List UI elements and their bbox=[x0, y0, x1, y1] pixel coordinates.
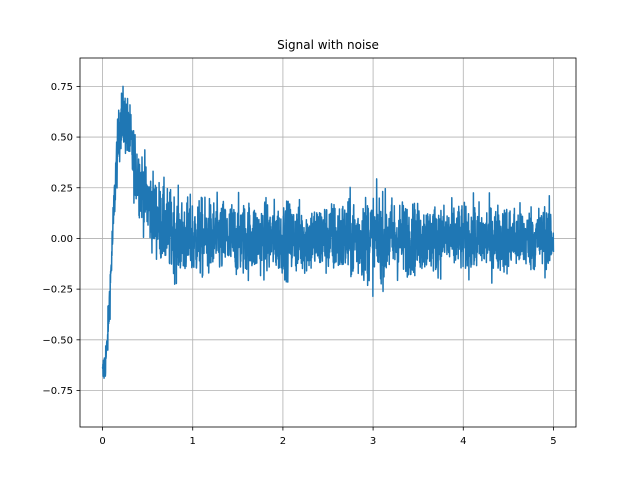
x-tick-label: 2 bbox=[280, 436, 286, 447]
y-tick-label: −0.25 bbox=[42, 285, 73, 296]
y-axis: −0.75 −0.50 −0.25 0.00 0.25 0.50 0.75 bbox=[42, 82, 80, 397]
y-tick-label: −0.75 bbox=[42, 386, 73, 397]
plot-area bbox=[101, 85, 555, 379]
y-tick-label: 0.50 bbox=[51, 133, 73, 144]
y-tick-label: 0.25 bbox=[51, 183, 73, 194]
x-tick-label: 5 bbox=[550, 436, 556, 447]
y-tick-label: −0.50 bbox=[42, 335, 73, 346]
x-tick-label: 0 bbox=[99, 436, 105, 447]
signal-line bbox=[101, 85, 555, 379]
axes-frame bbox=[79, 57, 577, 428]
chart-title: Signal with noise bbox=[277, 38, 379, 52]
x-tick-label: 1 bbox=[190, 436, 196, 447]
y-tick-label: 0.75 bbox=[51, 82, 73, 93]
y-tick-label: 0.00 bbox=[51, 234, 73, 245]
x-tick-label: 3 bbox=[370, 436, 376, 447]
x-axis: 0 1 2 3 4 5 bbox=[99, 427, 557, 447]
x-tick-label: 4 bbox=[460, 436, 466, 447]
